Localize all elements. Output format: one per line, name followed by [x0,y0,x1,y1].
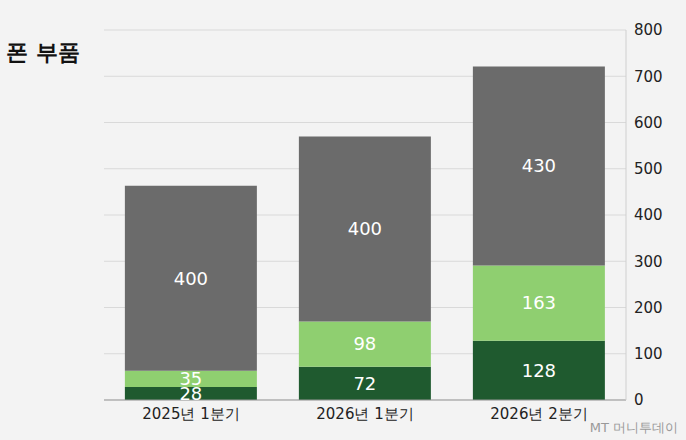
svg-text:700: 700 [634,68,663,86]
svg-text:163: 163 [522,292,556,313]
svg-text:2025년 1분기: 2025년 1분기 [142,405,240,423]
svg-text:128: 128 [522,360,556,381]
svg-text:400: 400 [348,218,382,239]
svg-text:98: 98 [353,333,376,354]
svg-text:300: 300 [634,253,663,271]
svg-text:430: 430 [522,155,556,176]
html-text:MT 머니투데이: MT 머니투데이 [589,420,678,435]
svg-text:400: 400 [634,206,663,224]
svg-text:0: 0 [634,391,644,409]
svg-text:2026년 2분기: 2026년 2분기 [490,405,588,423]
svg-text:800: 800 [634,21,663,39]
svg-text:35: 35 [179,368,202,389]
svg-text:100: 100 [634,345,663,363]
svg-text:28: 28 [179,382,203,404]
html-text:폰 부품: 폰 부품 [6,40,80,65]
svg-text:600: 600 [634,114,663,132]
svg-text:2026년 1분기: 2026년 1분기 [316,405,414,423]
svg-text:400: 400 [174,268,208,289]
svg-text:200: 200 [634,299,663,317]
svg-text:500: 500 [634,160,663,178]
svg-text:72: 72 [353,373,376,394]
